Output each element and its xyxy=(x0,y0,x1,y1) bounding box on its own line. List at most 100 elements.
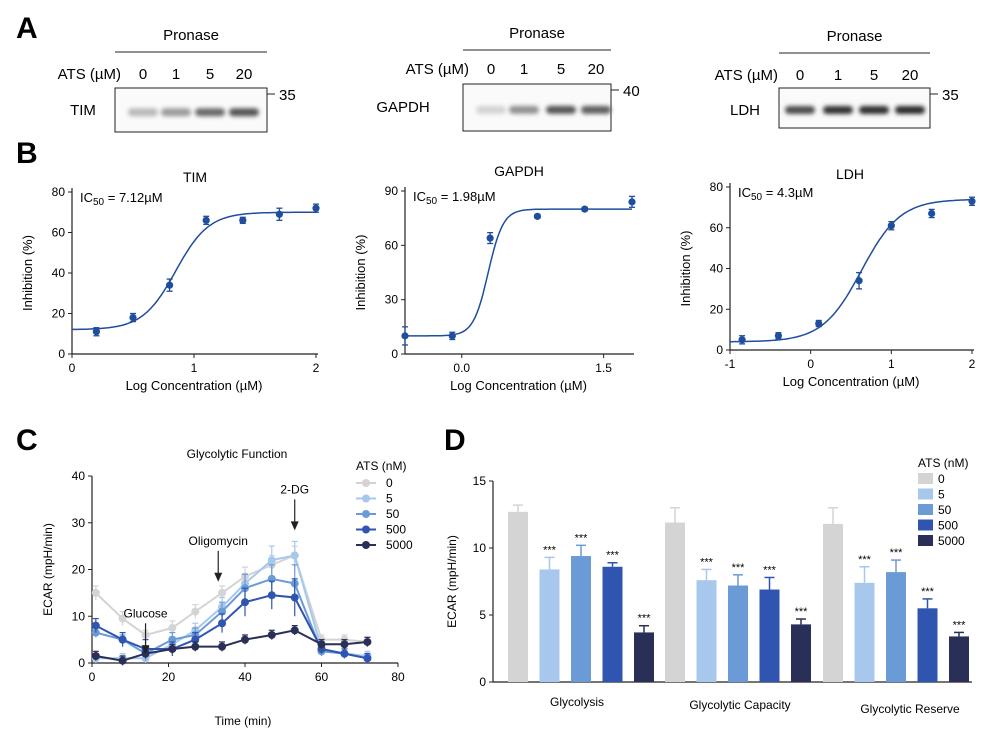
legend-label: 0 xyxy=(386,476,393,490)
data-point xyxy=(317,640,326,649)
significance-label: *** xyxy=(732,562,746,574)
y-tick-label: 0 xyxy=(479,675,486,689)
x-axis-title: Log Concentration (µM) xyxy=(783,374,920,389)
data-point xyxy=(166,281,174,289)
legend-swatch xyxy=(918,488,933,500)
y-tick-label: 60 xyxy=(52,226,66,240)
panel-label-b: B xyxy=(16,137,38,170)
treatment-label: ATS (µM) xyxy=(715,67,778,84)
legend-title: ATS (nM) xyxy=(356,459,406,473)
significance-label: *** xyxy=(575,532,589,544)
blot-band xyxy=(546,105,576,114)
x-tick-label: 2 xyxy=(969,357,976,371)
data-point xyxy=(168,644,177,653)
blot-header-label: Pronase xyxy=(509,25,565,42)
bar xyxy=(508,511,528,682)
data-point xyxy=(486,234,494,242)
data-point xyxy=(628,198,636,206)
ic50-subscript: 50 xyxy=(751,192,763,203)
ic50-prefix: IC xyxy=(413,189,426,204)
lane-label: 5 xyxy=(206,66,214,83)
legend-title: ATS (nM) xyxy=(918,456,968,470)
ecar-line-chart: Glycolytic Function 0 10 20 30 40 0 20 40 60 80 Tim… xyxy=(41,447,413,728)
lane-label: 0 xyxy=(139,66,147,83)
data-point xyxy=(191,607,200,616)
ic50-prefix: IC xyxy=(738,185,751,200)
blot-target-label: LDH xyxy=(730,102,760,119)
data-point xyxy=(774,332,783,340)
significance-label: *** xyxy=(606,550,620,562)
ic50-subscript: 50 xyxy=(426,196,438,207)
blot-tim: Pronase ATS (µM) 0 1 5 20 TIM 35 xyxy=(58,27,296,133)
data-point xyxy=(191,642,200,651)
data-point xyxy=(168,623,177,632)
bar xyxy=(917,608,938,682)
data-point xyxy=(267,591,276,600)
data-point xyxy=(290,626,299,635)
x-tick-label: 1.5 xyxy=(595,361,612,375)
significance-label: *** xyxy=(543,544,557,556)
legend-marker xyxy=(362,525,370,534)
blot-band xyxy=(229,108,259,117)
blot-band xyxy=(785,106,815,114)
lane-label: 1 xyxy=(172,66,180,83)
data-point xyxy=(340,649,349,658)
blot-band xyxy=(476,105,506,114)
legend-label: 500 xyxy=(938,519,958,533)
annotation-arrow-head xyxy=(290,521,299,531)
x-tick-label: 0 xyxy=(89,670,96,684)
bar xyxy=(634,632,654,682)
legend-swatch xyxy=(918,473,933,484)
blot-band xyxy=(581,105,611,114)
lane-label: 5 xyxy=(557,61,565,78)
blot-band xyxy=(895,106,925,114)
significance-label: *** xyxy=(638,613,652,625)
data-point xyxy=(129,313,137,322)
marker-label: 35 xyxy=(279,87,296,104)
x-tick-label: 0 xyxy=(807,357,814,371)
y-tick-label: 0 xyxy=(716,343,723,357)
data-point xyxy=(815,319,823,328)
legend-marker xyxy=(362,510,370,518)
bar xyxy=(854,582,875,682)
significance-label: *** xyxy=(921,586,935,598)
marker-label: 35 xyxy=(942,87,959,104)
ic50-value: = 1.98µM xyxy=(437,189,495,204)
lane-label: 1 xyxy=(834,67,842,84)
data-point xyxy=(92,328,100,336)
lane-label: 20 xyxy=(902,67,919,84)
lane-label: 0 xyxy=(796,67,804,84)
data-point xyxy=(533,212,542,220)
fit-curve xyxy=(405,208,632,337)
blot-band xyxy=(859,106,889,114)
annotation-label: 2-DG xyxy=(280,482,309,496)
fit-curve xyxy=(71,211,316,331)
data-point xyxy=(968,197,976,205)
legend-marker xyxy=(362,494,370,503)
y-tick-label: 20 xyxy=(710,302,724,316)
y-axis-title: ECAR (mpH/min) xyxy=(41,523,55,616)
ic50-value: = 7.12µM xyxy=(104,190,162,205)
x-axis-title: Log Concentration (µM) xyxy=(450,378,587,393)
data-point xyxy=(218,619,227,628)
bar xyxy=(696,580,717,682)
annotation-arrow-head xyxy=(141,645,150,655)
legend-marker xyxy=(362,541,370,549)
ic50-annotation: IC50 = 7.12µM xyxy=(80,190,163,208)
x-axis-title: Time (min) xyxy=(215,714,272,728)
ic50-value: = 4.3µM xyxy=(762,185,813,200)
category-label: Glycolytic Reserve xyxy=(860,702,960,716)
legend-label: 50 xyxy=(386,507,400,521)
x-tick-label: 1 xyxy=(888,357,895,371)
bar xyxy=(602,566,623,682)
blot-gapdh: Pronase ATS (µM) 0 1 5 20 GAPDH 40 xyxy=(376,25,640,132)
treatment-label: ATS (µM) xyxy=(58,66,121,83)
data-point xyxy=(363,654,372,663)
y-tick-label: 20 xyxy=(52,307,66,321)
ecar-bar-chart: 0 5 10 15 ECAR (mpH/min) *** *** *** *** Glycolys… xyxy=(445,456,972,716)
data-point xyxy=(118,614,127,623)
x-tick-label: 40 xyxy=(238,670,252,684)
bar xyxy=(791,624,811,682)
